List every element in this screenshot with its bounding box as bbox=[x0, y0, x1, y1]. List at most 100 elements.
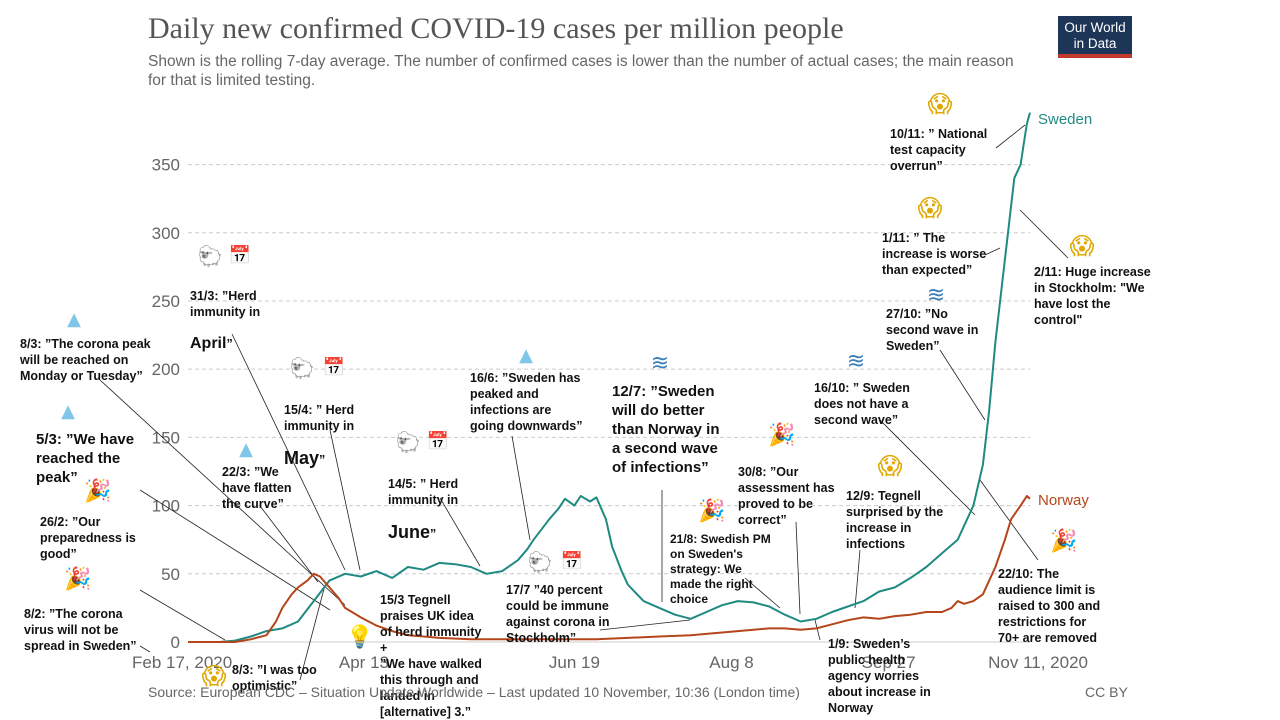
annotation-2602: 26/2: ”Our preparedness is good” bbox=[40, 515, 136, 561]
leader-line-8 bbox=[439, 497, 481, 567]
gridlines bbox=[188, 164, 1030, 643]
party-popper-icon: 🎉 bbox=[768, 423, 796, 448]
party-popper-icon: 🎉 bbox=[64, 567, 92, 592]
y-tick-0: 0 bbox=[171, 633, 180, 652]
x-tick-0: Feb 17, 2020 bbox=[132, 653, 232, 672]
chart-title: Daily new confirmed COVID-19 cases per m… bbox=[148, 12, 844, 45]
sheep-icon: 🐑 bbox=[395, 430, 421, 454]
y-tick-350: 350 bbox=[152, 156, 180, 175]
screaming-face-icon: 😱 bbox=[877, 452, 903, 480]
leader-line-3 bbox=[99, 379, 346, 606]
annotation-0503: 5/3: ”We have reached the peak” bbox=[36, 431, 135, 486]
leader-line-0 bbox=[139, 645, 151, 653]
x-tick-1: Apr 13 bbox=[339, 653, 389, 672]
leader-line-1 bbox=[139, 589, 226, 641]
y-tick-labels: 050100150200250300350 bbox=[152, 156, 180, 652]
sheep-icon: 🐑 bbox=[289, 356, 315, 380]
screaming-face-icon: 😱 bbox=[1069, 232, 1095, 260]
series-lines bbox=[188, 112, 1031, 643]
x-tick-labels: Feb 17, 2020 Apr 13 Jun 19 Aug 8 Sep 27 Nov 1… bbox=[132, 653, 1088, 672]
logo-line-2: in Data bbox=[1073, 36, 1117, 51]
sheep-icon: 🐑 bbox=[197, 244, 223, 268]
y-tick-250: 250 bbox=[152, 292, 180, 311]
leader-line-2 bbox=[139, 489, 331, 611]
annotation-2108: 21/8: Swedish PM on Sweden's strategy: W… bbox=[670, 532, 771, 606]
annotation-3103-text: 31/3: ”Herd immunity in bbox=[190, 289, 261, 319]
calendar-icon: 📅 bbox=[426, 431, 450, 452]
annotation-1606: 16/6: ”Sweden has peaked and infections … bbox=[470, 371, 583, 433]
leader-line-12 bbox=[744, 577, 781, 609]
owid-logo[interactable]: Our World in Data bbox=[1058, 16, 1132, 58]
annotation-0111: 1/11: ” The increase is worse than expec… bbox=[882, 231, 987, 277]
leader-line-10 bbox=[599, 619, 691, 631]
calendar-icon: 📅 bbox=[228, 245, 252, 266]
party-popper-icon: 🎉 bbox=[698, 499, 726, 524]
annotation-1209: 12/9: Tegnell surprised by the increase … bbox=[846, 489, 944, 551]
annotation-0109: 1/9: Sweden’s public health agency worri… bbox=[828, 637, 931, 715]
mountain-peak-icon: ▲ bbox=[61, 401, 75, 422]
leader-line-6 bbox=[231, 333, 346, 571]
leader-line-13 bbox=[795, 521, 801, 615]
leader-line-9 bbox=[511, 435, 531, 541]
leader-line-20 bbox=[1019, 209, 1069, 259]
mountain-peak-icon: ▲ bbox=[67, 309, 81, 330]
screaming-face-icon: 😱 bbox=[927, 90, 953, 118]
annotation-1503: 15/3 Tegnell praises UK idea of herd imm… bbox=[380, 593, 482, 719]
screaming-face-icon: 😱 bbox=[201, 662, 227, 690]
wave-icon: ≋ bbox=[926, 283, 946, 308]
series-label-norway: Norway bbox=[1038, 492, 1089, 509]
annotation-2710: 27/10: ”No second wave in Sweden” bbox=[886, 307, 979, 353]
annotation-2210: 22/10: The audience limit is raised to 3… bbox=[998, 567, 1101, 645]
wave-icon: ≋ bbox=[846, 349, 866, 374]
annotation-1405-close: ” bbox=[430, 527, 437, 541]
sheep-icon: 🐑 bbox=[527, 550, 553, 574]
annotation-3103: 31/3: ”Herd immunity in April” bbox=[190, 272, 260, 352]
leader-line-19 bbox=[995, 124, 1026, 149]
mountain-peak-icon: ▲ bbox=[239, 439, 253, 460]
series-line-sweden bbox=[188, 112, 1031, 643]
leader-line-5 bbox=[259, 505, 319, 583]
annotation-1504: 15/4: ” Herd immunity in May” bbox=[284, 386, 354, 468]
party-popper-icon: 🎉 bbox=[1050, 529, 1078, 554]
x-tick-5: Nov 11, 2020 bbox=[988, 653, 1088, 672]
x-tick-2: Jun 19 bbox=[549, 653, 600, 672]
annotation-1207: 12/7: ”Sweden will do better than Norway… bbox=[612, 383, 720, 476]
annotation-1504-text: 15/4: ” Herd immunity in bbox=[284, 403, 355, 433]
annotation-3103-close: ” bbox=[226, 337, 233, 351]
annotation-1405-em: June bbox=[388, 522, 431, 542]
annotation-1504-close: ” bbox=[319, 453, 326, 467]
x-tick-4: Sep 27 bbox=[862, 653, 916, 672]
annotation-1405: 14/5: ” Herd immunity in June” bbox=[388, 460, 458, 542]
annotation-1405-text: 14/5: ” Herd immunity in bbox=[388, 477, 459, 507]
x-tick-3: Aug 8 bbox=[709, 653, 753, 672]
logo-line-1: Our World bbox=[1064, 20, 1126, 35]
annotation-leader-lines bbox=[99, 124, 1069, 681]
annotation-1707: 17/7 ”40 percent could be immune against… bbox=[506, 583, 610, 645]
leader-line-18 bbox=[984, 247, 1001, 256]
annotation-1504-em: May bbox=[284, 448, 320, 468]
annotation-2203: 22/3: ”We have flatten the curve” bbox=[222, 465, 292, 511]
calendar-icon: 📅 bbox=[560, 551, 584, 572]
license-link[interactable]: CC BY bbox=[1085, 684, 1128, 700]
source-note[interactable]: Source: European CDC – Situation Update … bbox=[148, 684, 800, 700]
chart-subtitle: Shown is the rolling 7-day average. The … bbox=[148, 53, 1014, 89]
light-bulb-icon: 💡 bbox=[346, 625, 374, 650]
y-tick-300: 300 bbox=[152, 224, 180, 243]
annotation-0211: 2/11: Huge increase in Stockholm: "We ha… bbox=[1034, 265, 1151, 327]
annotation-0802: 8/2: ”The corona virus will not be sprea… bbox=[24, 607, 137, 653]
annotation-1011: 10/11: ” National test capacity overrun” bbox=[890, 127, 988, 173]
series-label-sweden: Sweden bbox=[1038, 111, 1092, 128]
leader-line-15 bbox=[854, 549, 861, 609]
leader-line-17 bbox=[939, 349, 986, 421]
mountain-peak-icon: ▲ bbox=[519, 345, 533, 366]
leader-line-7 bbox=[329, 429, 361, 571]
annotation-3008: 30/8: ”Our assessment has proved to be c… bbox=[738, 465, 835, 527]
annotation-3103-em: April bbox=[190, 335, 227, 352]
annotation-0803-peak: 8/3: ”The corona peak will be reached on… bbox=[20, 337, 151, 383]
series-line-norway bbox=[188, 495, 1031, 643]
leader-line-21 bbox=[979, 479, 1039, 561]
series-labels: Sweden Norway bbox=[1038, 111, 1092, 509]
leader-line-16 bbox=[879, 419, 976, 516]
calendar-icon: 📅 bbox=[322, 357, 346, 378]
